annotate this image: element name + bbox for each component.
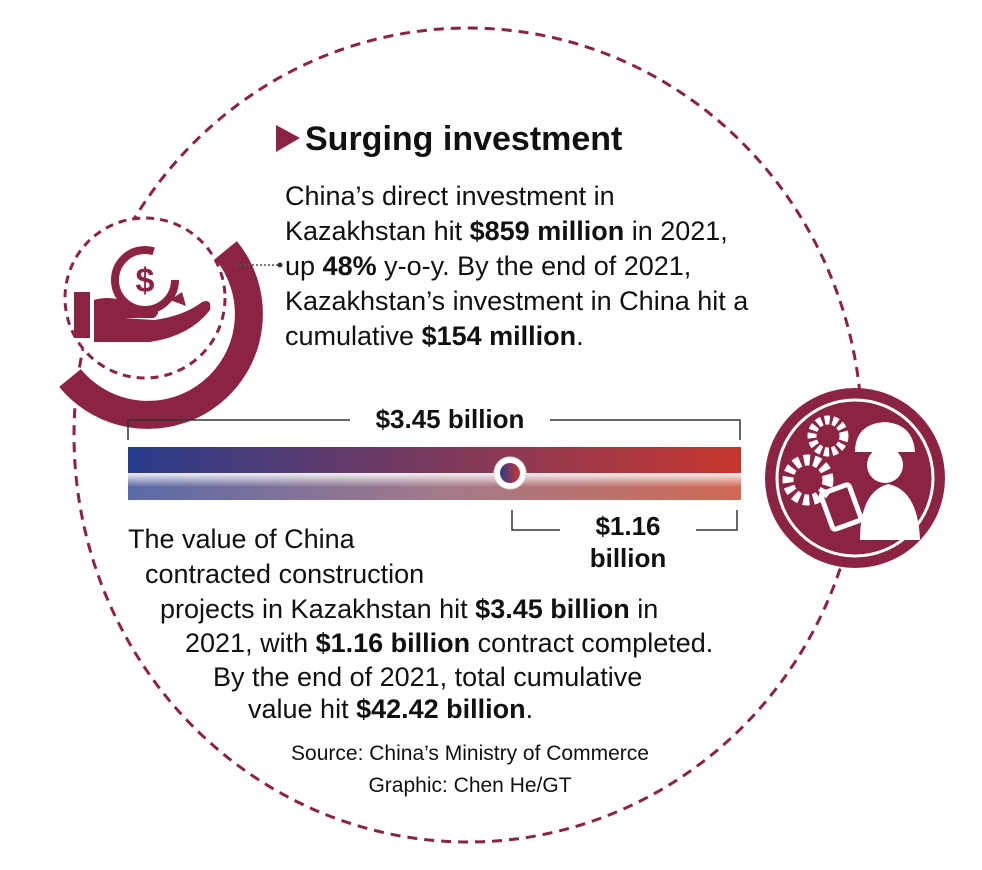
text-line: The value of China — [128, 524, 356, 554]
text-run: The value of China — [128, 524, 356, 554]
text-run: y-o-y. By the end of 2021, — [377, 251, 692, 281]
credit: Graphic: Chen He/GT — [368, 774, 571, 797]
text-run: . — [576, 321, 584, 351]
highlight: $3.45 billion — [475, 594, 630, 624]
gauge: $3.45 billion $1.16 billion — [127, 404, 741, 573]
text-line: contracted construction — [145, 559, 424, 589]
text-run: contract completed. — [470, 628, 713, 658]
text-run: China’s direct investment in — [285, 181, 615, 211]
svg-text:$: $ — [136, 262, 155, 300]
text-run: Kazakhstan’s investment in China hit a — [285, 286, 749, 316]
completed-label: billion — [590, 543, 667, 573]
text-line: value hit $42.42 billion. — [248, 694, 533, 724]
investment-icon: $ — [59, 216, 263, 429]
text-line: projects in Kazakhstan hit $3.45 billion… — [160, 594, 658, 624]
title: Surging investment — [305, 120, 622, 158]
highlight: $1.16 billion — [316, 628, 471, 658]
text-run: Kazakhstan hit — [285, 216, 470, 246]
source: Source: China’s Ministry of Commerce — [291, 742, 649, 765]
connector-dot — [277, 262, 283, 268]
text-line: By the end of 2021, total cumulative — [213, 662, 642, 692]
total-label: $3.45 billion — [376, 404, 525, 434]
text-run: value hit — [248, 694, 356, 724]
text-run: projects in Kazakhstan hit — [160, 594, 475, 624]
highlight: $154 million — [422, 321, 577, 351]
text-run: By the end of 2021, total cumulative — [213, 662, 642, 692]
text-line: China’s direct investment in — [285, 181, 615, 211]
text-run: cumulative — [285, 321, 422, 351]
highlight: 48% — [323, 251, 377, 281]
title-marker — [276, 125, 300, 152]
text-line: cumulative $154 million. — [285, 321, 584, 351]
text-run: in 2021, — [624, 216, 728, 246]
text-run: 2021, with — [185, 628, 316, 658]
highlight: $42.42 billion — [356, 694, 526, 724]
text-run: . — [526, 694, 534, 724]
text-run: contracted construction — [145, 559, 424, 589]
text-line: 2021, with $1.16 billion contract comple… — [185, 628, 713, 658]
completed-label: $1.16 — [595, 511, 660, 541]
text-run: in — [630, 594, 659, 624]
text-run: up — [285, 251, 323, 281]
text-line: Kazakhstan hit $859 million in 2021, — [285, 216, 728, 246]
highlight: $859 million — [470, 216, 625, 246]
text-line: Kazakhstan’s investment in China hit a — [285, 286, 749, 316]
text-line: up 48% y-o-y. By the end of 2021, — [285, 251, 691, 281]
construction-icon — [765, 388, 945, 568]
